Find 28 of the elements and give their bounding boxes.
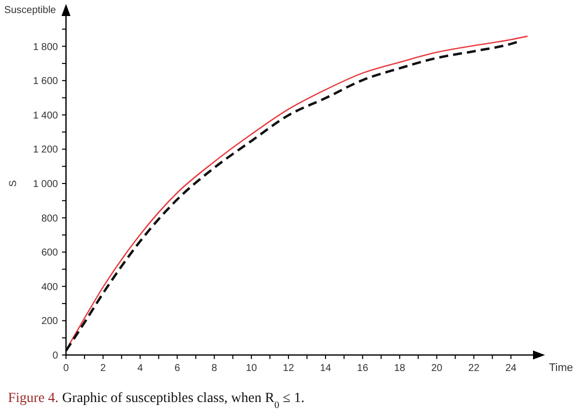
y-tick-label: 200 bbox=[41, 316, 58, 328]
y-tick-label: 1 200 bbox=[32, 144, 58, 156]
x-tick-label: 24 bbox=[505, 363, 517, 374]
y-tick-label: 1 600 bbox=[32, 76, 58, 88]
x-tick-label: 14 bbox=[320, 363, 332, 374]
x-tick-label: 16 bbox=[357, 363, 369, 374]
y-tick-label: 1 400 bbox=[32, 110, 58, 122]
x-tick-label: 4 bbox=[137, 363, 144, 374]
y-tick-label: 1 000 bbox=[32, 179, 58, 190]
caption: Figure 4. bbox=[8, 391, 59, 406]
y-tick-label: 600 bbox=[41, 248, 58, 259]
y-tick-label: 800 bbox=[41, 213, 58, 224]
y-tick-label: 0 bbox=[52, 350, 58, 362]
x-tick-label: 6 bbox=[174, 363, 180, 374]
x-tick-label: 12 bbox=[282, 363, 294, 374]
text: Susceptible bbox=[4, 5, 56, 16]
x-tick-label: 10 bbox=[246, 363, 258, 374]
y-tick-label: 400 bbox=[41, 282, 58, 293]
x-tick-label: 8 bbox=[212, 363, 218, 374]
x-axis-title: Time bbox=[549, 362, 574, 374]
x-tick-label: 20 bbox=[431, 363, 443, 374]
x-tick-label: 2 bbox=[100, 363, 106, 374]
x-tick-label: 18 bbox=[394, 363, 406, 374]
x-tick-label: 22 bbox=[468, 363, 480, 374]
y-axis-title: S bbox=[8, 180, 19, 187]
y-tick-label: 1 800 bbox=[32, 42, 58, 53]
text: Graphic of susceptibles class, when R$_{0}$ ≤ 1. bbox=[62, 391, 304, 410]
x-tick-label: 0 bbox=[63, 363, 70, 374]
